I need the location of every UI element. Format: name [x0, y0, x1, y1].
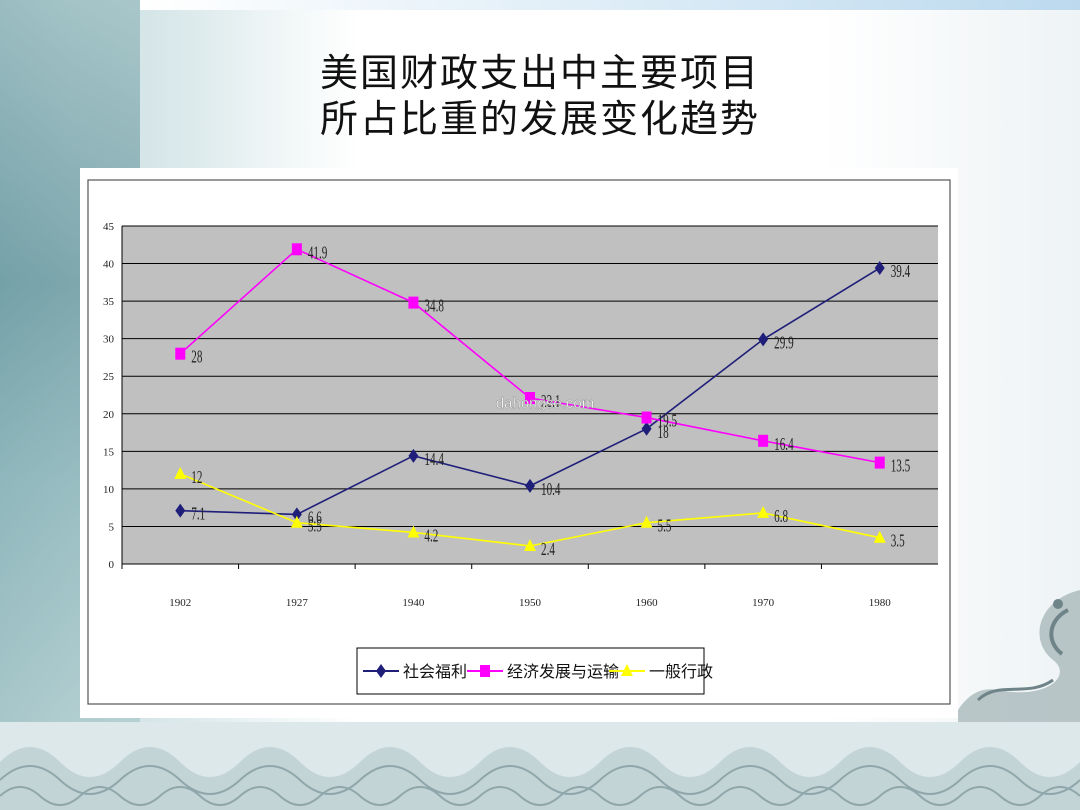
- data-label: 41.9: [308, 244, 328, 263]
- title-line-1: 美国财政支出中主要项目: [319, 51, 760, 95]
- legend-label: 社会福利: [403, 662, 467, 681]
- line-chart: 0 5 10 15 20 25 30 35 40 45 1902 1927 1940 1950 1960 19…: [87, 179, 951, 705]
- x-tick-label: 1902: [169, 597, 191, 609]
- data-label: 14.4: [424, 450, 444, 469]
- data-label: 18: [658, 423, 669, 442]
- y-tick-label: 30: [103, 334, 115, 346]
- legend-label: 经济发展与运输: [507, 662, 619, 681]
- data-point: [874, 261, 885, 276]
- data-point: [175, 347, 186, 360]
- data-label: 10.4: [541, 480, 561, 499]
- y-tick-label: 20: [103, 409, 115, 421]
- y-tick-label: 0: [109, 559, 115, 571]
- data-label: 19.5: [658, 412, 678, 431]
- data-point: [291, 507, 302, 522]
- top-decorative-strip: [140, 0, 1080, 10]
- x-tick-label: 1960: [636, 597, 659, 609]
- slide-title: 美国财政支出中主要项目 所占比重的发展变化趋势: [200, 50, 880, 142]
- watermark-text: dahongse.com: [496, 395, 594, 412]
- data-point: [641, 421, 652, 436]
- data-point: [290, 515, 303, 528]
- data-point: [758, 332, 769, 347]
- data-label: 28: [191, 348, 202, 367]
- data-label: 34.8: [424, 297, 444, 316]
- data-label: 6.8: [774, 508, 788, 527]
- legend-marker: [621, 664, 633, 676]
- chart-card: 0 5 10 15 20 25 30 35 40 45 1902 1927 1940 1950 1960 19…: [80, 168, 958, 718]
- data-point: [525, 392, 535, 405]
- data-point: [757, 505, 770, 518]
- y-tick-label: 10: [103, 484, 115, 496]
- data-point: [640, 515, 653, 528]
- data-label: 2.4: [541, 541, 555, 560]
- data-label: 12: [191, 468, 202, 487]
- data-label: 16.4: [774, 435, 794, 454]
- x-tick-label: 1980: [869, 597, 892, 609]
- legend-label: 一般行政: [649, 662, 713, 681]
- data-point: [524, 538, 536, 551]
- legend-marker: [480, 665, 490, 677]
- x-tick-label: 1950: [519, 597, 542, 609]
- title-line-2: 所占比重的发展变化趋势: [319, 97, 760, 141]
- data-label: 5.5: [308, 517, 322, 536]
- data-point: [408, 448, 419, 463]
- series-2: 28 41.9 34.8 22.1 19.5 16.4 13.5: [175, 243, 910, 476]
- legend-marker: [376, 664, 386, 678]
- data-point: [525, 478, 535, 493]
- wave-ornament: [0, 722, 1080, 810]
- x-tick-label: 1970: [752, 597, 775, 609]
- data-point: [641, 411, 652, 424]
- data-point: [874, 456, 885, 469]
- data-label: 13.5: [891, 457, 911, 476]
- chart-legend: 社会福利 经济发展与运输 一般行政: [356, 647, 713, 695]
- y-tick-label: 25: [103, 371, 115, 383]
- data-label: 29.9: [774, 334, 794, 353]
- y-tick-label: 5: [109, 521, 115, 533]
- data-point: [408, 296, 419, 309]
- data-label: 4.2: [424, 527, 438, 546]
- data-label: 7.1: [191, 505, 205, 524]
- data-label: 39.4: [891, 263, 911, 282]
- data-point: [407, 525, 420, 538]
- data-point: [174, 466, 187, 479]
- dragon-ornament-icon: [958, 590, 1080, 722]
- x-tick-label: 1927: [286, 597, 309, 609]
- legend-box: [356, 647, 705, 695]
- data-label: 22.1: [541, 393, 561, 412]
- y-tick-label: 15: [103, 446, 115, 458]
- x-tick-label: 1940: [402, 597, 425, 609]
- y-tick-label: 40: [103, 259, 115, 271]
- data-point: [758, 434, 769, 447]
- data-label: 5.5: [658, 517, 672, 536]
- series-3: 12 5.5 4.2 2.4 5.5 6.8 3.5: [174, 466, 905, 560]
- y-tick-label: 45: [103, 221, 115, 233]
- data-point: [873, 530, 886, 543]
- y-tick-label: 35: [103, 296, 115, 308]
- data-label: 3.5: [891, 532, 905, 551]
- data-point: [175, 503, 186, 518]
- data-point: [291, 243, 302, 256]
